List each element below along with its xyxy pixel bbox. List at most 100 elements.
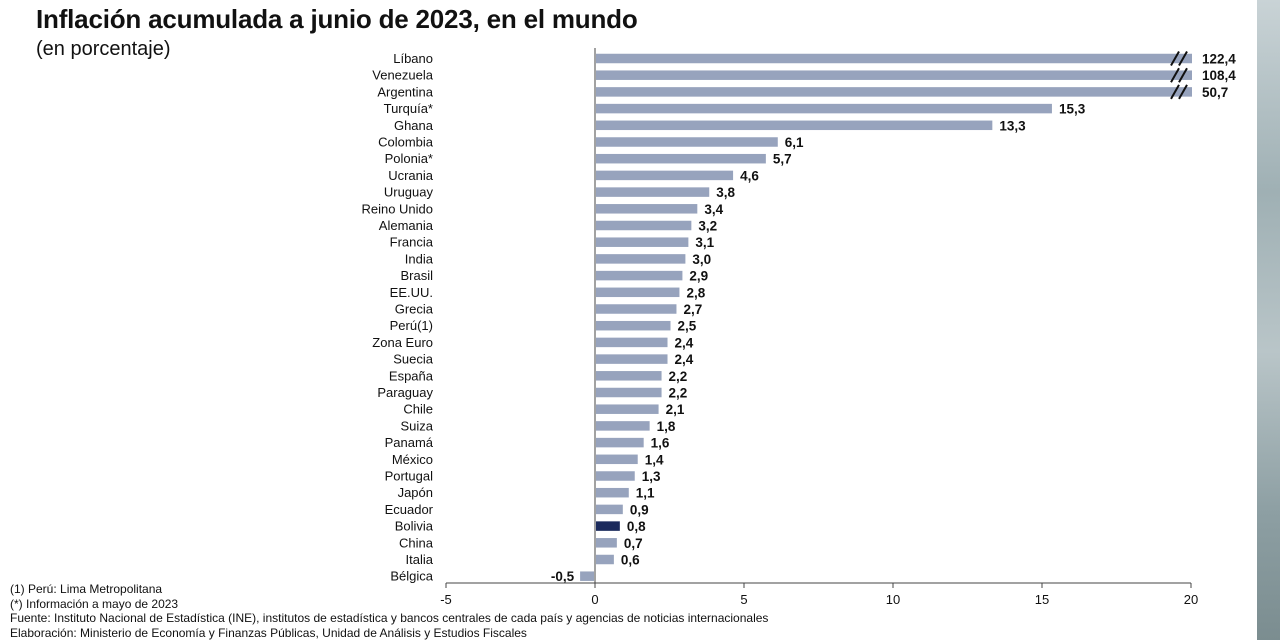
bar-1 [596,70,1192,80]
category-label-28: Bolivia [395,519,434,534]
bar-29 [596,538,617,548]
decorative-side-strip [1257,0,1280,640]
axis-break-mark-2 [1170,84,1188,100]
elaboration-note: Elaboración: Ministerio de Economía y Fi… [10,625,527,640]
category-label-27: Ecuador [385,502,434,517]
axis-break-mark-0 [1170,51,1188,66]
break-stroke [1178,84,1188,100]
value-label-11: 3,1 [695,235,714,250]
source-note: Fuente: Instituto Nacional de Estadístic… [10,611,769,625]
x-tick-label-3: 10 [886,592,900,607]
bar-18 [596,354,668,364]
footnotes: (1) Perú: Lima Metropolitana (*) Informa… [10,582,768,640]
value-label-26: 1,1 [636,486,655,501]
bar-6 [596,153,766,164]
category-label-19: España [389,368,434,383]
break-stroke [1170,51,1180,66]
category-label-2: Argentina [377,84,433,99]
value-label-5: 6,1 [785,135,804,150]
bar-12 [596,254,686,264]
bar-13 [596,270,683,281]
footnote-peru: (1) Perú: Lima Metropolitana [10,582,163,596]
footnote-mayo: (*) Información a mayo de 2023 [10,596,179,611]
bar-28 [596,521,620,531]
break-stroke [1170,84,1180,100]
category-label-1: Venezuela [372,68,433,83]
x-tick-label-1: 0 [591,592,598,607]
value-label-21: 2,1 [666,402,685,417]
bar-3 [596,103,1052,114]
bar-26 [596,487,629,498]
value-label-6: 5,7 [773,152,792,167]
bar-14 [596,287,680,298]
category-label-14: EE.UU. [390,285,433,300]
bar-16 [596,320,671,331]
value-label-14: 2,8 [686,285,705,300]
bar-17 [596,337,668,348]
category-label-30: Italia [406,552,434,567]
value-label-30: 0,6 [621,553,640,568]
bar-4 [596,120,993,131]
bar-2 [596,87,1192,97]
value-label-13: 2,9 [689,269,708,284]
value-label-1: 108,4 [1202,68,1236,83]
break-stroke [1178,67,1188,83]
value-label-7: 4,6 [740,168,759,183]
category-label-4: Ghana [394,118,434,133]
category-label-5: Colombia [378,135,434,150]
category-label-3: Turquía* [384,101,433,116]
bar-5 [596,137,778,147]
category-label-18: Suecia [393,352,434,367]
value-label-12: 3,0 [692,252,711,267]
bar-22 [596,421,650,431]
bar-0 [596,53,1192,64]
category-label-20: Paraguay [377,385,433,400]
category-label-0: Líbano [393,51,433,66]
bar-27 [596,504,623,515]
category-label-15: Grecia [395,302,434,317]
value-label-9: 3,4 [704,202,723,217]
category-label-24: México [392,452,433,467]
value-label-16: 2,5 [678,319,697,334]
bar-24 [596,454,638,465]
value-label-31: -0,5 [551,569,575,584]
category-label-16: Perú(1) [390,318,433,333]
x-tick-label-2: 5 [740,592,747,607]
category-label-6: Polonia* [385,151,433,166]
value-label-2: 50,7 [1202,85,1228,100]
bar-11 [596,237,689,247]
category-label-13: Brasil [400,268,433,283]
category-label-12: India [405,251,434,266]
break-stroke [1170,67,1180,83]
chart-title: Inflación acumulada a junio de 2023, en … [36,4,638,34]
axis-break-mark-1 [1170,67,1188,83]
x-tick-label-5: 20 [1184,592,1198,607]
bar-20 [596,387,662,398]
category-label-7: Ucrania [388,168,434,183]
value-label-28: 0,8 [627,519,646,534]
category-label-10: Alemania [379,218,434,233]
value-label-4: 13,3 [999,118,1026,133]
x-tick-label-0: -5 [440,592,452,607]
category-label-29: China [399,535,434,550]
bar-30 [596,554,614,565]
category-label-23: Panamá [385,435,434,450]
bar-15 [596,304,677,314]
value-label-29: 0,7 [624,536,643,551]
value-label-22: 1,8 [657,419,676,434]
value-label-25: 1,3 [642,469,661,484]
value-label-3: 15,3 [1059,102,1086,117]
bar-25 [596,471,635,481]
bar-10 [596,220,692,231]
break-stroke [1178,51,1188,66]
value-label-10: 3,2 [698,219,717,234]
bar-9 [596,204,698,214]
value-label-20: 2,2 [669,386,688,401]
value-label-8: 3,8 [716,185,735,200]
chart-subtitle: (en porcentaje) [36,38,171,60]
value-label-23: 1,6 [651,436,670,451]
category-label-21: Chile [403,402,433,417]
bar-19 [596,371,662,381]
category-label-22: Suiza [400,418,433,433]
